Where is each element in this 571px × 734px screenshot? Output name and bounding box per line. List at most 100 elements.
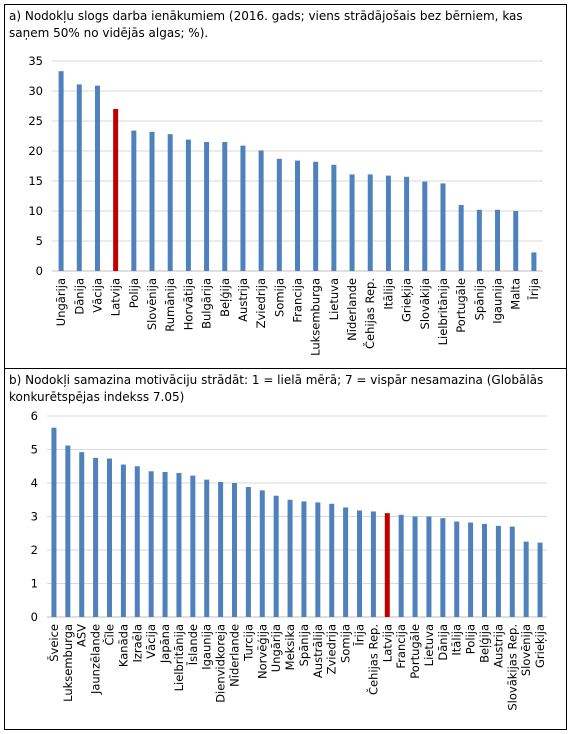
chart-a-bar — [385, 175, 391, 271]
chart-a-bar — [349, 174, 355, 271]
chart-a-y-tick-label: 35 — [28, 54, 43, 68]
chart-a-x-tick-label: Horvātija — [181, 278, 195, 330]
chart-a-bar — [276, 158, 282, 271]
chart-a-bar — [367, 174, 373, 271]
chart-a-x-tick-label: Vācija — [90, 278, 104, 313]
chart-a-x-tick-label: Lielbritānija — [436, 278, 450, 345]
chart-b-bar — [495, 525, 501, 617]
chart-b-x-tick-label: Lietuva — [422, 624, 436, 666]
chart-b-x-tick-label: Šveice — [46, 624, 61, 662]
chart-b-bar — [162, 471, 168, 617]
chart-a-x-tick-label: Austrija — [236, 278, 250, 322]
chart-a-y-tick-label: 25 — [28, 114, 43, 128]
chart-b-y-tick-label: 3 — [31, 510, 38, 524]
chart-b-gridlines — [47, 415, 547, 618]
chart-b-x-tick-label: Dienvidkoreja — [214, 624, 228, 703]
chart-b-bar — [79, 452, 85, 617]
chart-b-bar — [384, 513, 390, 617]
chart-b-bar — [134, 466, 140, 617]
chart-b-x-tick-label: Portugāle — [408, 624, 422, 679]
chart-b-bar — [273, 495, 279, 617]
chart-b-bar — [343, 507, 349, 617]
chart-a-bar — [222, 142, 228, 271]
chart-b-y-tick-label: 4 — [31, 476, 38, 490]
chart-b-y-tick-label: 0 — [31, 610, 38, 624]
chart-a-bar — [440, 183, 446, 271]
chart-b-bar — [259, 490, 265, 617]
chart-a-bar — [76, 84, 82, 272]
chart-b-x-tick-label: Lielbritānija — [172, 624, 186, 691]
chart-b-bar — [468, 522, 474, 617]
chart-a-y-axis: 0 5 10 15 20 25 30 35 — [28, 54, 43, 278]
chart-b-x-tick-label: Luksemburga — [61, 624, 75, 702]
chart-b-x-tick-label: Latvija — [380, 624, 394, 662]
chart-a-bar — [404, 176, 410, 271]
chart-b-x-tick-label: Vācija — [144, 624, 158, 659]
chart-b-x-tick-label: Ungārija — [269, 624, 283, 672]
chart-a-x-tick-label: Nīderlande — [345, 278, 359, 341]
chart-b-x-tick-label: Čīle — [102, 624, 117, 646]
chart-a-x-tick-label: Beļģija — [218, 278, 232, 317]
chart-b-bar — [93, 457, 99, 617]
chart-a-bar — [295, 160, 300, 271]
chart-b-bars — [51, 427, 543, 617]
chart-b-bar — [482, 523, 487, 617]
chart-b-x-tick-label: Somija — [339, 624, 353, 663]
chart-b-x-tick-label: Slovēnija — [519, 624, 533, 676]
chart-a-x-tick-label: Luksemburga — [309, 278, 323, 356]
chart-a-bar — [458, 205, 464, 271]
chart-a-x-tick-label: Somija — [272, 278, 286, 317]
chart-b-x-tick-label: Beļģija — [478, 624, 492, 663]
chart-b-bar — [65, 445, 71, 617]
chart-b-bar — [370, 511, 376, 617]
chart-b-bar — [412, 516, 418, 617]
chart-a-bar — [131, 130, 137, 271]
chart-a-x-tick-label: Grieķija — [400, 278, 414, 322]
chart-a-bar — [495, 209, 501, 271]
chart-b-bar — [107, 458, 112, 617]
chart-a-x-tick-label: Spānija — [472, 278, 486, 320]
chart-b-bar — [232, 483, 237, 617]
chart-panel-b: b) Nodokļi samazina motivāciju strādāt: … — [4, 368, 567, 730]
chart-b-bar — [287, 499, 293, 617]
chart-a-y-tick-label: 5 — [36, 234, 43, 248]
chart-a-bar — [149, 131, 155, 271]
chart-b-svg: 0 1 2 3 4 5 6 Šveice Luksemburga ASV Jaunzēlande Čī… — [31, 409, 547, 711]
chart-a-bar — [513, 211, 519, 271]
chart-b-bar — [301, 501, 307, 617]
chart-b-bar — [315, 502, 321, 617]
chart-b-y-tick-label: 1 — [31, 577, 38, 591]
chart-b-x-tick-label: Austrālija — [311, 624, 325, 678]
chart-b-bar — [426, 516, 432, 617]
chart-a-bar — [531, 252, 537, 271]
chart-a-x-tick-label: Igaunija — [491, 278, 505, 324]
chart-b-x-tick-label: Francija — [394, 624, 408, 669]
chart-a-x-tick-label: Rumānija — [163, 278, 177, 332]
chart-b-x-tick-label: Īslande — [186, 624, 200, 665]
chart-a-y-tick-label: 0 — [36, 264, 43, 278]
chart-b-x-tick-label: Kanāda — [116, 624, 130, 667]
chart-b-x-axis: Šveice Luksemburga ASV Jaunzēlande Čīle Kanād… — [46, 624, 547, 711]
chart-a-x-tick-label: Malta — [509, 278, 523, 310]
chart-a-bar — [204, 142, 210, 271]
chart-b-x-tick-label: Turcija — [241, 624, 255, 662]
chart-b-x-tick-label: Spānija — [297, 624, 311, 666]
chart-b-x-tick-label: Meksika — [283, 624, 297, 670]
chart-a-x-tick-label: Čehijas Rep. — [362, 278, 377, 349]
chart-b-x-tick-label: Igaunija — [200, 624, 214, 670]
chart-a-x-tick-label: Bulgārija — [200, 278, 214, 329]
chart-b-x-tick-label: Īrija — [353, 624, 367, 646]
chart-a-bar — [476, 209, 482, 271]
chart-a-bar — [58, 71, 64, 271]
chart-b-bar — [204, 479, 210, 617]
chart-a-x-tick-label: Itālija — [381, 278, 395, 310]
chart-b-bar — [440, 518, 446, 617]
chart-b-x-tick-label: Dānija — [436, 624, 450, 661]
chart-b-caption: b) Nodokļi samazina motivāciju strādāt: … — [9, 373, 544, 404]
chart-a-y-tick-label: 15 — [28, 174, 43, 188]
chart-b-y-tick-label: 2 — [31, 543, 38, 557]
chart-b-bar — [454, 521, 460, 617]
chart-a-x-tick-label: Lietuva — [327, 278, 341, 320]
chart-a-x-tick-label: Slovākija — [418, 278, 432, 329]
chart-a-bar — [258, 150, 264, 271]
